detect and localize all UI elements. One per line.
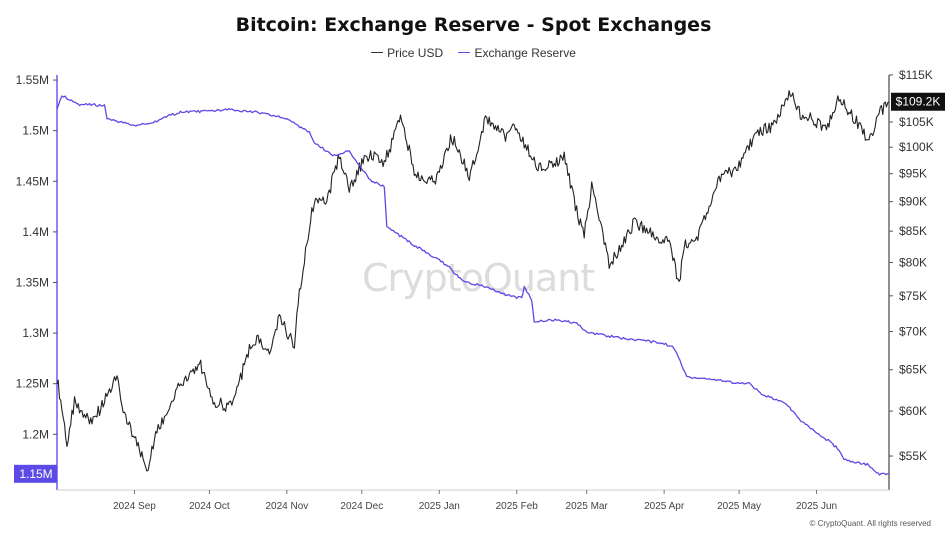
x-tick-label: 2025 Mar (566, 501, 609, 512)
x-tick-label: 2025 Feb (496, 501, 539, 512)
current-reserve-label: 1.15M (19, 467, 52, 481)
current-price-badge (891, 92, 945, 111)
legend-swatch-reserve (458, 52, 471, 54)
x-tick-label: 2024 Dec (340, 501, 383, 512)
x-tick-label: 2025 Apr (644, 501, 685, 512)
y-left-tick-label: 1.5M (22, 124, 49, 138)
y-right-tick-label: $65K (899, 363, 927, 377)
copyright-notice: © CryptoQuant. All rights reserved (809, 519, 932, 528)
exchange-reserve-line (56, 95, 890, 476)
y-right-tick-label: $105K (899, 115, 934, 129)
y-left-tick-label: 1.35M (16, 276, 49, 290)
x-tick-label: 2025 May (717, 501, 761, 512)
price-usd-line (56, 90, 890, 472)
chart-legend: Price USD Exchange Reserve (0, 46, 947, 60)
legend-label-reserve: Exchange Reserve (474, 46, 576, 60)
legend-swatch-price (371, 52, 384, 54)
y-left-tick-label: 1.3M (22, 326, 49, 340)
y-right-tick-label: $95K (899, 167, 927, 181)
current-reserve-badge (14, 464, 57, 483)
chart-title: Bitcoin: Exchange Reserve - Spot Exchang… (235, 14, 712, 36)
y-right-tick-label: $55K (899, 449, 927, 463)
y-left-tick-label: 1.2M (22, 427, 49, 441)
x-tick-label: 2025 Jun (796, 501, 837, 512)
legend-item-reserve[interactable]: Exchange Reserve (458, 46, 576, 60)
watermark: CryptoQuant (362, 256, 595, 300)
y-right-tick-label: $75K (899, 289, 927, 303)
y-right-tick-label: $60K (899, 404, 927, 418)
x-tick-label: 2025 Jan (419, 501, 460, 512)
y-right-tick-label: $100K (899, 140, 934, 154)
y-right-tick-label: $115K (899, 68, 933, 82)
current-price-label: $109.2K (896, 95, 941, 109)
y-right-tick-label: $90K (899, 195, 927, 209)
legend-item-price[interactable]: Price USD (371, 46, 443, 60)
y-right-tick-label: $70K (899, 324, 927, 338)
x-tick-label: 2024 Sep (113, 501, 156, 512)
y-left-tick-label: 1.4M (22, 225, 49, 239)
y-left-tick-label: 1.45M (16, 174, 49, 188)
x-tick-label: 2024 Nov (265, 501, 308, 512)
legend-label-price: Price USD (387, 46, 444, 60)
y-right-tick-label: $80K (899, 255, 927, 269)
y-right-tick-label: $85K (899, 224, 927, 238)
y-left-tick-label: 1.25M (16, 377, 49, 391)
x-tick-label: 2024 Oct (189, 501, 230, 512)
y-left-tick-label: 1.55M (16, 73, 49, 87)
